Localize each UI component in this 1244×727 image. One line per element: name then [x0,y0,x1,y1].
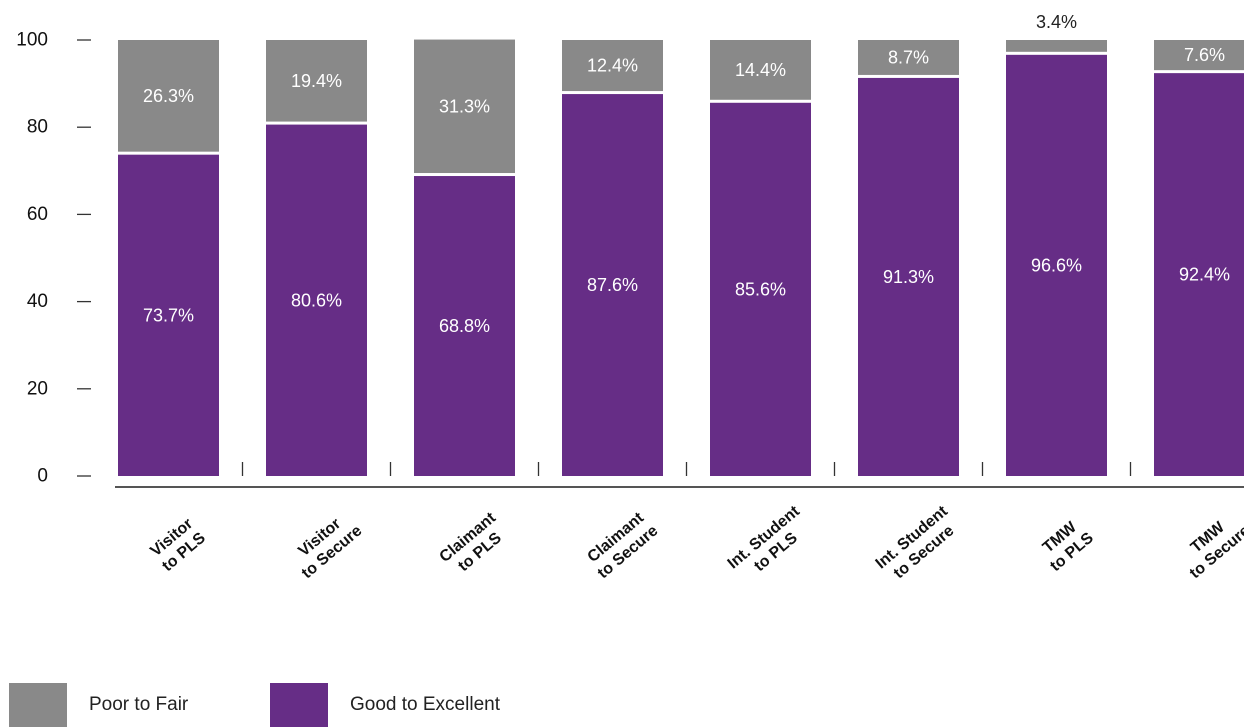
y-tick-label: 60 [27,204,48,225]
bar-poor-to-fair [858,40,959,75]
x-tick-label-int-student-to-secure: Int. Studentto Secure [873,502,964,587]
legend-label-poor-to-fair: Poor to Fair [89,694,189,715]
x-tick-label: Visitorto PLS [147,515,209,575]
data-label-poor-to-fair: 26.3% [143,86,194,106]
bar-poor-to-fair [562,40,663,92]
bar-poor-to-fair [1006,40,1107,52]
legend-label-good-to-excellent: Good to Excellent [350,694,500,715]
bar-poor-to-fair [1154,40,1244,71]
bar-poor-to-fair [118,40,219,152]
data-label-good-to-excellent: 92.4% [1179,265,1230,285]
x-tick-label: Claimantto PLS [436,509,511,580]
x-axis-labels: Visitorto PLS Visitorto Secure Claimantto … [147,502,1244,587]
x-tick-label: Int. Studentto Secure [873,502,964,587]
y-axis: 0 20 40 60 80 100 [16,30,91,487]
data-label-poor-to-fair: 31.3% [439,96,490,116]
legend-item-poor-to-fair: Poor to Fair [9,683,188,727]
data-label-poor-to-fair: 8.7% [888,47,929,67]
x-tick-label: Visitorto Secure [286,508,365,583]
bar-poor-to-fair [266,40,367,122]
bar-good-to-excellent [414,176,515,477]
data-label-good-to-excellent: 68.8% [439,316,490,336]
bar-poor-to-fair [710,40,811,100]
x-tick-label: TMWto Secure [1174,508,1244,583]
data-label-good-to-excellent: 85.6% [735,279,786,299]
x-tick-label-claimant-to-secure: Claimantto Secure [582,508,661,583]
category-dividers [241,462,1132,476]
bar-good-to-excellent [710,102,811,476]
data-label-good-to-excellent: 87.6% [587,275,638,295]
y-tick-label: 40 [27,291,48,312]
legend-swatch-good-to-excellent [270,683,328,727]
bar-good-to-excellent [118,154,219,476]
y-tick-label: 80 [27,117,48,138]
data-label-good-to-excellent: 91.3% [883,267,934,287]
y-tick-label: 0 [37,466,48,487]
data-label-good-to-excellent: 73.7% [143,305,194,325]
bar-good-to-excellent [858,77,959,476]
x-tick-label-claimant-to-pls: Claimantto PLS [436,509,511,580]
y-tick-label: 20 [27,378,48,399]
legend-item-good-to-excellent: Good to Excellent [270,683,500,727]
x-tick-label-int-student-to-pls: Int. Studentto PLS [725,502,816,587]
x-tick-label: Int. Studentto PLS [725,502,816,587]
data-label-poor-to-fair: 3.4% [1036,12,1077,32]
data-label-poor-to-fair: 19.4% [291,71,342,91]
data-label-good-to-excellent: 80.6% [291,290,342,310]
x-tick-label-tmw-to-pls: TMWto PLS [1035,515,1097,575]
x-tick-label: Claimantto Secure [582,508,661,583]
stacked-bar-chart: 0 20 40 60 80 100 73.7% 26.3% 80.6% 19.4% 68.8% 31… [16,12,1244,587]
data-label-good-to-excellent: 96.6% [1031,255,1082,275]
y-tick-label: 100 [16,30,48,51]
bar-good-to-excellent [266,124,367,477]
bar-good-to-excellent [1006,54,1107,476]
bar-good-to-excellent [1154,73,1244,477]
bar-poor-to-fair [414,39,515,174]
bar-good-to-excellent [562,94,663,477]
x-tick-label-tmw-to-secure: TMWto Secure [1174,508,1244,583]
x-tick-label-visitor-to-secure: Visitorto Secure [286,508,365,583]
x-tick-label-visitor-to-pls: Visitorto PLS [147,515,209,575]
data-label-poor-to-fair: 7.6% [1184,45,1225,65]
data-label-poor-to-fair: 14.4% [735,60,786,80]
x-tick-label: TMWto PLS [1035,515,1097,575]
data-label-poor-to-fair: 12.4% [587,56,638,76]
bars: 73.7% 26.3% 80.6% 19.4% 68.8% 31.3% 87.6% 12.4%… [118,12,1244,477]
legend-swatch-poor-to-fair [9,683,67,727]
